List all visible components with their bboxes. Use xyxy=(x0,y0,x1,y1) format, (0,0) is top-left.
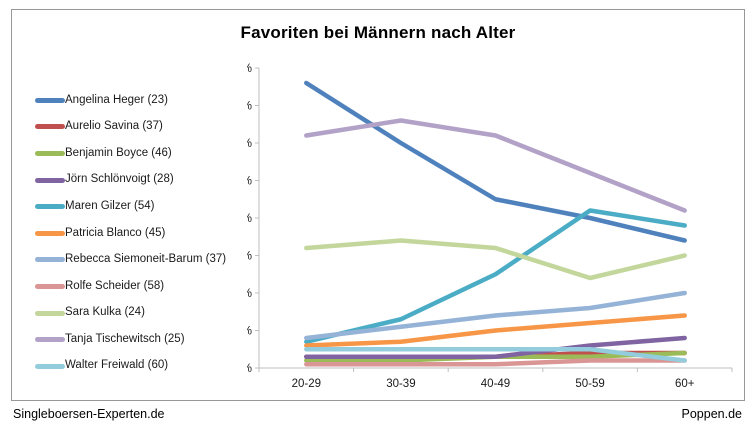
legend-label: Sara Kulka (24) xyxy=(65,306,145,319)
legend-swatch-line xyxy=(35,177,65,183)
series-line xyxy=(304,335,687,359)
legend-swatch-line xyxy=(35,150,65,156)
legend-item: Angelina Heger (23) xyxy=(35,87,250,114)
legend-swatch-line xyxy=(35,283,65,289)
legend-label: Angelina Heger (23) xyxy=(65,93,168,106)
legend-label: Maren Gilzer (54) xyxy=(65,199,155,212)
chart-title: Favoriten bei Männern nach Alter xyxy=(240,23,516,42)
legend-swatch-line xyxy=(35,124,65,130)
chart-frame: Favoriten bei Männern nach Alter Angelin… xyxy=(11,9,745,401)
legend-label: Rebecca Siemoneit-Barum (37) xyxy=(65,253,227,266)
y-axis-tick-label: 25% xyxy=(247,176,252,188)
legend-label: Aurelio Savina (37) xyxy=(65,120,163,133)
legend-swatch-line xyxy=(35,230,65,236)
legend-label: Tanja Tischewitsch (25) xyxy=(65,332,185,345)
legend-label: Jörn Schlönvoigt (28) xyxy=(65,173,174,186)
plot-svg: 0% 5% 10% 15% 20% 25% 30% 35% 40% 20-29 30-39 40-49… xyxy=(247,63,733,390)
x-axis-tick-label: 50-59 xyxy=(575,378,604,390)
y-axis-tick-label: 35% xyxy=(247,101,252,113)
series-line xyxy=(304,313,687,348)
legend-item: Aurelio Savina (37) xyxy=(35,114,250,141)
legend-label: Patricia Blanco (45) xyxy=(65,226,166,239)
legend-item: Walter Freiwald (60) xyxy=(35,353,250,380)
legend-label: Walter Freiwald (60) xyxy=(65,359,169,372)
legend-item: Jörn Schlönvoigt (28) xyxy=(35,167,250,194)
series-line xyxy=(304,347,687,363)
y-axis-tick-label: 15% xyxy=(247,251,252,263)
legend-item: Rebecca Siemoneit-Barum (37) xyxy=(35,247,250,274)
legend-item: Rolfe Scheider (58) xyxy=(35,273,250,300)
x-axis-tick-label: 20-29 xyxy=(292,378,321,390)
legend-swatch-line xyxy=(35,310,65,316)
legend: Angelina Heger (23) Aurelio Savina (37) Be… xyxy=(35,87,250,380)
y-axis-tick-label: 0% xyxy=(247,363,252,375)
y-axis-tick-label: 5% xyxy=(247,326,252,338)
x-axis-tick-label: 40-49 xyxy=(481,378,510,390)
legend-swatch-line xyxy=(35,97,65,103)
x-axis-tick-label: 30-39 xyxy=(386,378,415,390)
legend-item: Benjamin Boyce (46) xyxy=(35,140,250,167)
y-axis-tick-label: 20% xyxy=(247,213,252,225)
y-axis-tick-label: 10% xyxy=(247,288,252,300)
footer-source-left: Singleboersen-Experten.de xyxy=(13,407,165,421)
legend-swatch-line xyxy=(35,204,65,210)
legend-swatch-line xyxy=(35,257,65,263)
series-line xyxy=(304,80,687,243)
legend-label: Rolfe Scheider (58) xyxy=(65,279,165,292)
legend-item: Tanja Tischewitsch (25) xyxy=(35,326,250,353)
legend-item: Sara Kulka (24) xyxy=(35,300,250,327)
legend-swatch-line xyxy=(35,337,65,343)
y-axis-tick-label: 30% xyxy=(247,138,252,150)
legend-label: Benjamin Boyce (46) xyxy=(65,146,172,159)
legend-item: Patricia Blanco (45) xyxy=(35,220,250,247)
footer-source-right: Poppen.de xyxy=(681,407,742,421)
series-line xyxy=(304,358,687,367)
legend-item: Maren Gilzer (54) xyxy=(35,193,250,220)
series-line xyxy=(304,118,687,213)
series-line xyxy=(304,290,687,341)
legend-swatch-line xyxy=(35,363,65,369)
series-line xyxy=(304,238,687,281)
series-line xyxy=(304,208,687,344)
y-axis-tick-label: 40% xyxy=(247,63,252,75)
x-axis-tick-label: 60+ xyxy=(675,378,695,390)
